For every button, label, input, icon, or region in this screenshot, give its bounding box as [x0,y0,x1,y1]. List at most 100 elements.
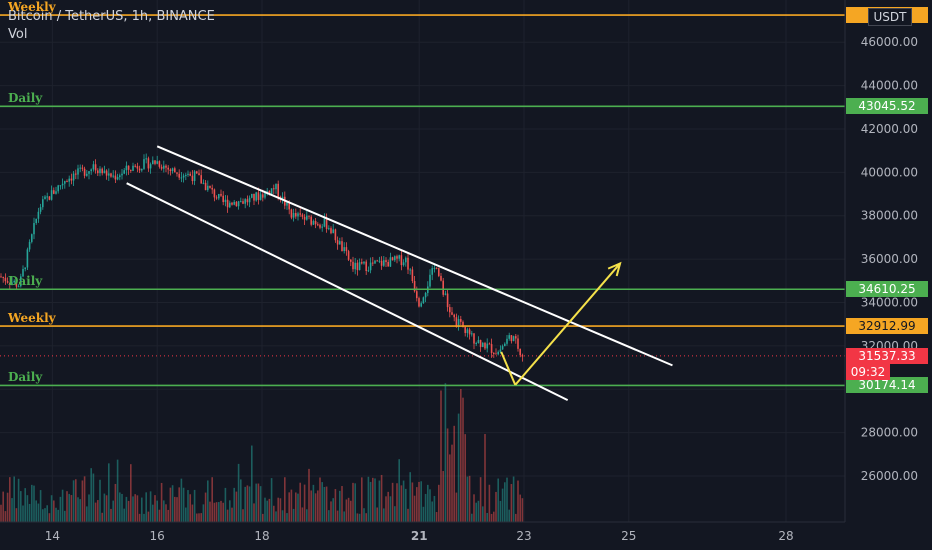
volume-bar [97,500,99,522]
candle-body [380,260,383,266]
candle-body [473,333,475,344]
volume-bar [220,500,222,522]
volume-bar [440,390,442,522]
volume-bar [26,495,29,522]
candle-body [361,262,363,264]
volume-bar [233,487,235,522]
volume-bar [323,487,326,522]
volume-bar [174,496,176,522]
volume-bar [405,488,407,522]
candle-body [28,241,31,250]
candle-body [449,307,451,313]
volume-bar [66,491,68,522]
volume-bar [471,513,473,522]
volume-bar [20,491,22,522]
volume-bar [231,507,233,522]
volume-bar [444,383,447,522]
candle-body [2,276,4,278]
candle-body [180,177,183,179]
volume-bar [325,486,328,522]
candle-body [97,170,99,174]
candle-body [35,218,37,224]
candle-body [429,274,431,287]
volume-bar [167,509,169,522]
volume-bar [378,480,381,522]
volume-bar [431,501,433,522]
candle-body [37,211,40,219]
candle-body [521,355,524,357]
volume-bar [110,508,112,522]
candle-body [255,192,257,201]
volume-bar [193,489,196,522]
candle-body [108,173,110,176]
candle-body [4,277,7,282]
candle-body [466,329,469,333]
volume-bar [427,484,429,522]
volume-bar [350,500,352,522]
candle-body [424,292,427,298]
candle-body [143,159,145,169]
candle-body [365,261,367,272]
volume-bar [222,502,224,522]
volume-bar [264,497,266,522]
candle-body [334,229,337,241]
candle-body [196,171,198,174]
candle-body [462,321,464,328]
candle-body [499,349,502,352]
candle-body [262,194,264,198]
volume-bar [125,496,128,522]
time-tick-label: 21 [411,529,428,543]
volume-bar [407,508,409,522]
candle-body [354,262,356,270]
candle-body [321,226,323,228]
channel-lower-line [126,182,569,401]
volume-bar [385,496,387,522]
volume-bar [163,500,165,522]
candle-body [488,343,491,345]
currency-badge[interactable]: USDT [868,8,912,26]
candle-body [312,221,315,225]
candle-body [163,165,165,169]
candle-body [402,262,405,266]
level-price-tag: 43045.52 [846,98,928,115]
price-tick-label: 44000.00 [861,79,918,93]
candle-body [20,276,22,287]
volume-bar [273,505,275,522]
candle-body [81,167,84,169]
candle-body [306,215,308,220]
candle-body [468,329,471,335]
candlestick-series [0,153,524,362]
candle-body [193,171,196,182]
volume-bar [455,492,458,522]
candle-body [400,255,403,266]
volume-bar [196,513,198,522]
candle-body [433,267,436,269]
level-price-tag: 30174.14 [846,377,928,394]
candle-body [438,268,440,276]
volume-bar [57,509,59,522]
volume-bar [396,483,398,522]
volume-bar [246,485,249,522]
candle-body [24,267,26,270]
volume-bar [510,484,513,522]
candle-body [66,181,68,183]
candle-body [440,275,442,281]
candle-body [493,353,495,355]
candle-body [378,260,381,262]
candle-body [347,251,350,260]
candle-body [251,193,253,198]
candle-body [490,344,493,354]
volume-bar [374,478,376,522]
candle-body [233,201,235,205]
price-tick-label: 28000.00 [861,426,918,440]
volume-bar [288,492,290,522]
volume-bar [330,501,332,522]
volume-bar [9,477,11,522]
volume-bar [277,497,279,522]
candle-body [145,158,147,160]
candle-body [391,257,394,261]
volume-bar [433,495,436,522]
candle-body [396,256,398,259]
candle-body [358,262,361,271]
